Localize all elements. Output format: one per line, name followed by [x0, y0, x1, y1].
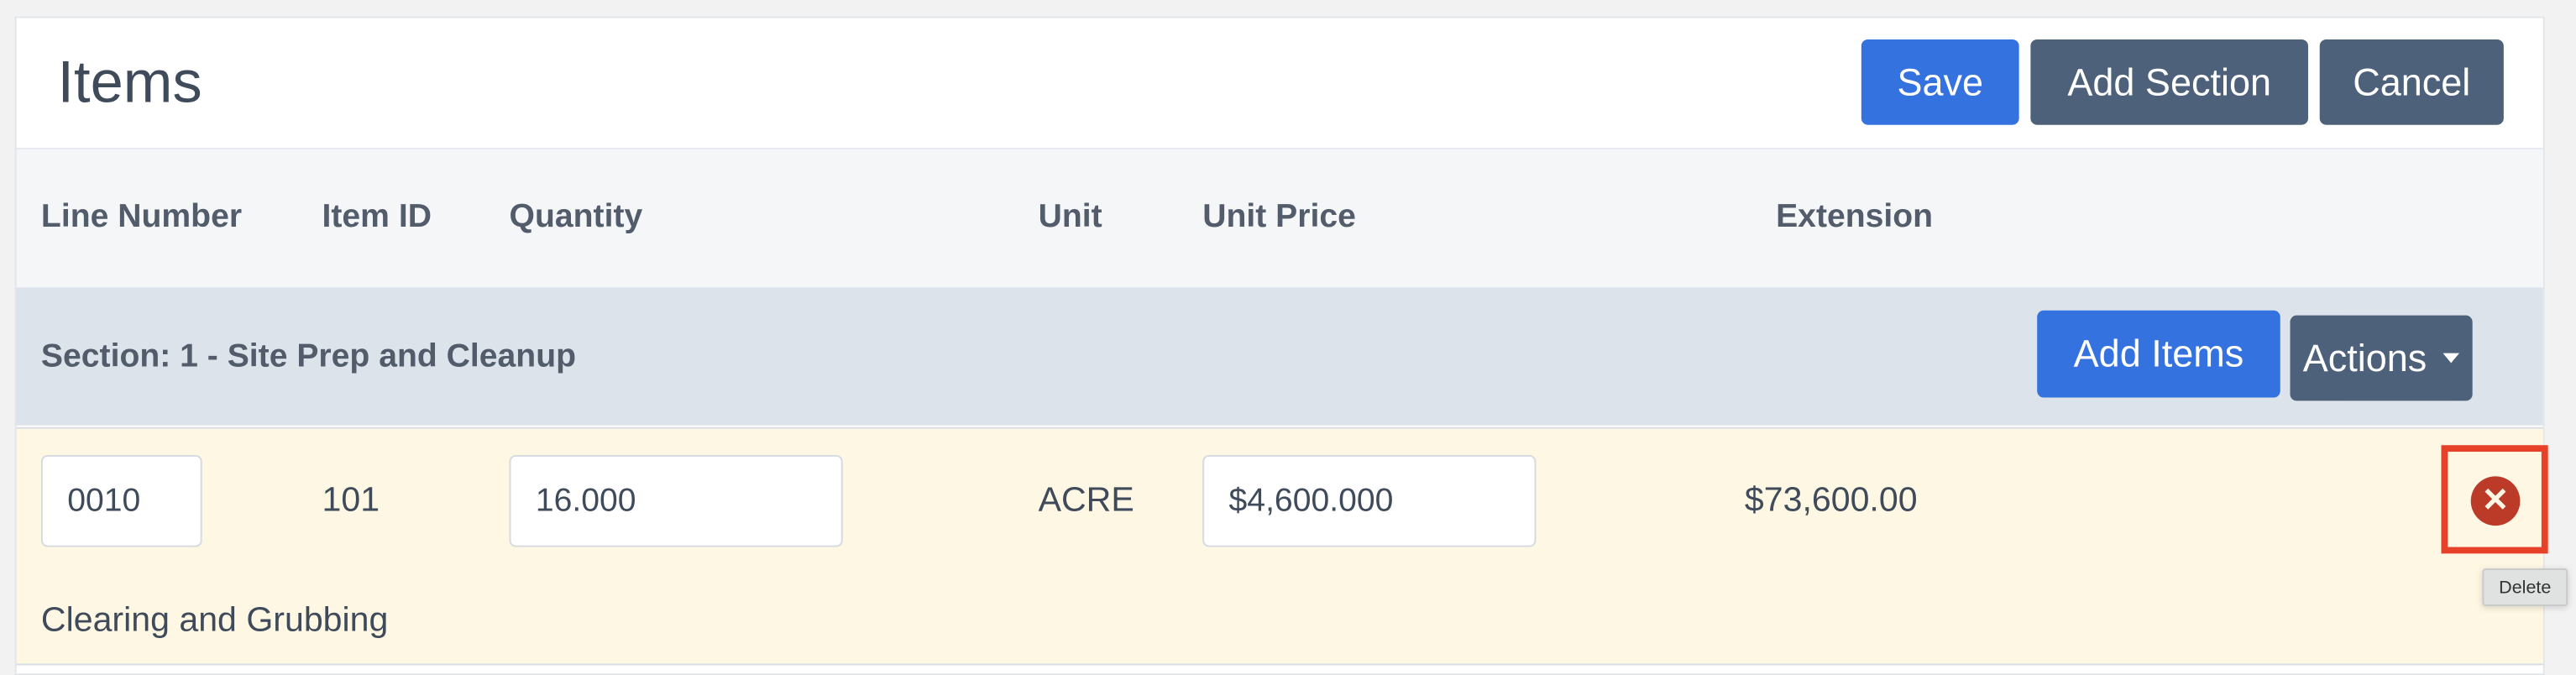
- actions-dropdown-button[interactable]: Actions: [2290, 315, 2473, 401]
- cancel-button[interactable]: Cancel: [2319, 39, 2504, 125]
- table-header: Line Number Item ID Quantity Unit Unit P…: [16, 148, 2543, 288]
- quantity-input[interactable]: [509, 454, 843, 547]
- close-circle-icon[interactable]: ✕: [2470, 476, 2521, 526]
- section-row: Section: 1 - Site Prep and Cleanup Add I…: [16, 287, 2543, 426]
- actions-label: Actions: [2302, 336, 2427, 379]
- caret-down-icon: [2442, 353, 2460, 364]
- line-number-input[interactable]: [40, 454, 202, 547]
- page-title: Items: [57, 47, 202, 115]
- col-extension: Extension: [1776, 198, 1934, 235]
- delete-tooltip: Delete: [2482, 568, 2568, 606]
- highlight-box: [2441, 445, 2548, 554]
- col-unit-price: Unit Price: [1202, 198, 1356, 235]
- items-panel: Items Save Add Section Cancel Line Numbe…: [14, 16, 2548, 675]
- col-item-id: Item ID: [322, 198, 432, 235]
- col-line-number: Line Number: [40, 198, 243, 235]
- item-id: 101: [322, 481, 380, 520]
- save-button[interactable]: Save: [1861, 39, 2019, 125]
- unit: ACRE: [1038, 481, 1134, 520]
- col-unit: Unit: [1038, 198, 1102, 235]
- add-items-button[interactable]: Add Items: [2037, 310, 2280, 398]
- section-title: Section: 1 - Site Prep and Cleanup: [40, 338, 577, 375]
- extension: $73,600.00: [1744, 481, 1918, 520]
- table-row: 101 ACRE $73,600.00 ✕ Clearing and Grubb…: [16, 426, 2548, 666]
- col-quantity: Quantity: [509, 198, 643, 235]
- add-section-button[interactable]: Add Section: [2030, 39, 2309, 125]
- unit-price-input[interactable]: [1202, 454, 1537, 547]
- item-description: Clearing and Grubbing: [40, 601, 389, 640]
